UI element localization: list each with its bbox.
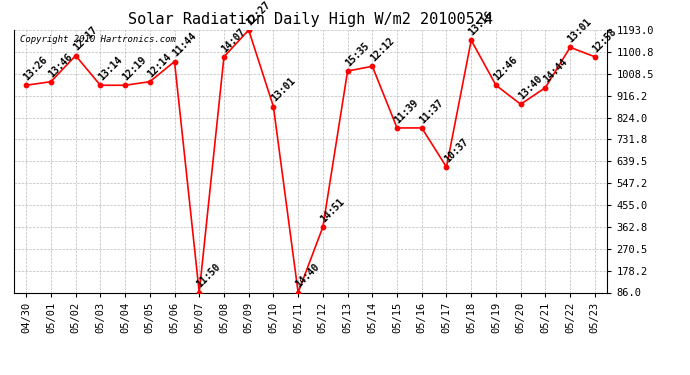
Text: 11:37: 11:37 xyxy=(417,98,445,125)
Text: 12:14: 12:14 xyxy=(146,51,173,79)
Point xyxy=(169,58,180,64)
Point xyxy=(564,44,575,50)
Text: 13:16: 13:16 xyxy=(467,10,495,38)
Text: 13:14: 13:14 xyxy=(96,55,124,82)
Title: Solar Radiation Daily High W/m2 20100524: Solar Radiation Daily High W/m2 20100524 xyxy=(128,12,493,27)
Point xyxy=(540,85,551,91)
Text: 15:35: 15:35 xyxy=(344,40,371,68)
Point xyxy=(416,125,427,131)
Point xyxy=(441,164,452,170)
Text: Copyright 2010 Hartronics.com: Copyright 2010 Hartronics.com xyxy=(20,35,176,44)
Point xyxy=(491,82,502,88)
Point xyxy=(466,37,477,43)
Text: 12:17: 12:17 xyxy=(71,25,99,53)
Point xyxy=(243,27,254,33)
Text: 14:40: 14:40 xyxy=(294,262,322,290)
Text: 14:07: 14:07 xyxy=(219,26,248,54)
Text: 12:58: 12:58 xyxy=(591,26,618,54)
Point xyxy=(46,79,57,85)
Text: 12:46: 12:46 xyxy=(492,55,520,82)
Point xyxy=(70,53,81,58)
Point xyxy=(391,125,402,131)
Point xyxy=(317,224,328,230)
Text: 14:51: 14:51 xyxy=(319,196,346,224)
Text: 13:01: 13:01 xyxy=(566,17,593,45)
Point xyxy=(293,290,304,296)
Text: 12:12: 12:12 xyxy=(368,36,396,63)
Text: 13:46: 13:46 xyxy=(47,51,75,79)
Point xyxy=(119,82,130,88)
Point xyxy=(589,54,600,60)
Point xyxy=(515,101,526,107)
Text: 13:01: 13:01 xyxy=(269,76,297,104)
Point xyxy=(342,68,353,74)
Point xyxy=(219,54,230,60)
Point xyxy=(95,82,106,88)
Text: 14:44: 14:44 xyxy=(541,57,569,85)
Point xyxy=(21,82,32,88)
Point xyxy=(268,104,279,110)
Point xyxy=(144,79,155,85)
Point xyxy=(367,63,378,69)
Text: 13:40: 13:40 xyxy=(516,74,544,102)
Text: 11:39: 11:39 xyxy=(393,98,421,125)
Text: 13:26: 13:26 xyxy=(22,55,50,82)
Text: 11:50: 11:50 xyxy=(195,262,223,290)
Text: 10:37: 10:37 xyxy=(442,136,470,164)
Point xyxy=(194,290,205,296)
Text: 12:19: 12:19 xyxy=(121,55,148,82)
Text: 11:44: 11:44 xyxy=(170,31,198,59)
Text: 12:27: 12:27 xyxy=(244,0,273,27)
